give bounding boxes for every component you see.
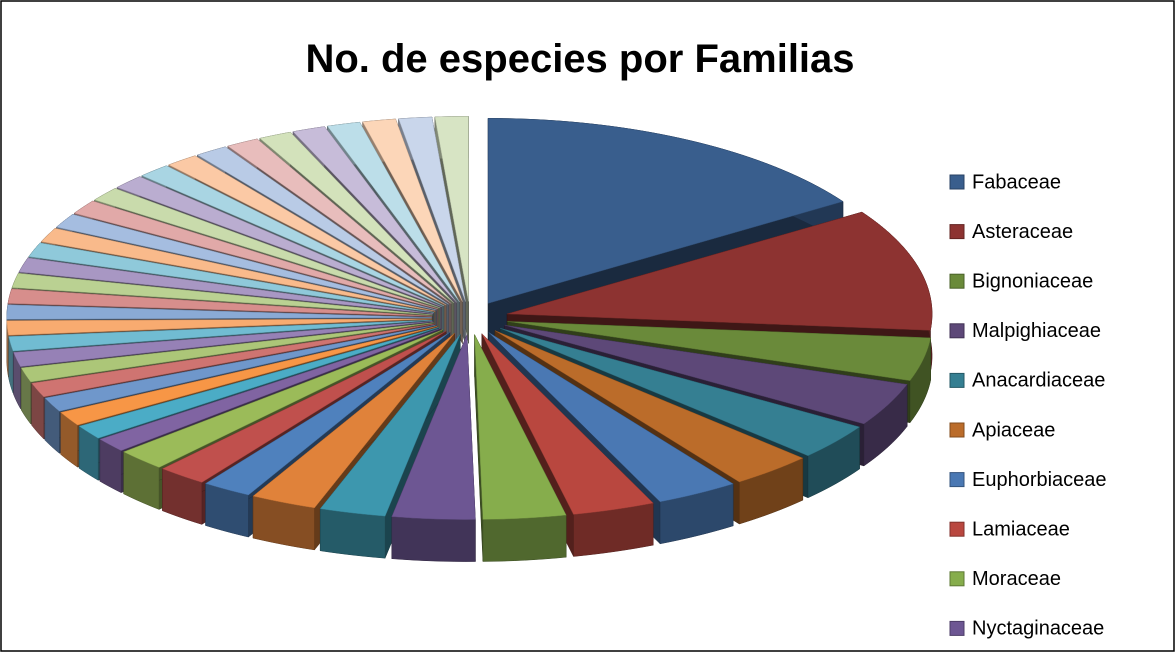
legend-swatch: [949, 472, 965, 488]
slice: [500, 327, 861, 457]
slice: [161, 330, 447, 483]
legend-label: Fabaceae: [972, 171, 1061, 193]
slice: [44, 324, 436, 412]
slice: [474, 334, 567, 520]
slice: [259, 131, 455, 304]
legend-swatch: [949, 422, 965, 438]
slice: [481, 333, 654, 515]
slice: [507, 321, 932, 381]
slice-wall: [391, 516, 476, 562]
legend-swatch: [949, 224, 965, 240]
legend-label: Moraceae: [972, 568, 1061, 590]
slice: [99, 328, 441, 451]
slice: [141, 165, 445, 307]
legend-label: Euphorbiaceae: [972, 469, 1107, 491]
legend: Fabaceae Asteraceae Bignoniaceae Malpighiac…: [949, 171, 1107, 640]
slice: [11, 272, 433, 316]
slice: [168, 155, 447, 306]
slice: [18, 257, 434, 314]
chart-title: No. de especies por Familias: [305, 37, 854, 81]
slice: [6, 318, 432, 336]
slice: [40, 228, 436, 312]
legend-swatch: [949, 571, 965, 587]
slice: [487, 118, 844, 304]
pie: [6, 116, 933, 562]
slice: [20, 322, 434, 383]
legend-swatch: [949, 521, 965, 537]
slice: [28, 242, 435, 313]
slice: [391, 334, 476, 520]
slice: [73, 200, 439, 310]
slice: [78, 327, 439, 439]
slice: [319, 333, 461, 517]
legend-swatch: [949, 372, 965, 388]
legend-label: Bignoniaceae: [972, 270, 1093, 292]
slice: [116, 176, 442, 307]
legend-label: Lamiaceae: [972, 518, 1070, 540]
slice: [227, 138, 452, 304]
slice: [55, 214, 437, 311]
slice: [6, 304, 432, 320]
legend-swatch: [949, 273, 965, 289]
slice: [488, 332, 734, 503]
slice: [123, 329, 443, 468]
slice: [60, 326, 437, 426]
legend-swatch: [949, 323, 965, 339]
slice: [362, 118, 463, 302]
slice: [93, 188, 440, 309]
slice: [434, 116, 469, 302]
slice: [504, 324, 908, 425]
slice: [507, 211, 933, 331]
legend-label: Anacardiaceae: [972, 370, 1105, 392]
legend-swatch: [949, 620, 965, 636]
slice-wall: [482, 514, 567, 562]
slice: [494, 330, 804, 483]
slice: [252, 333, 455, 509]
slice: [204, 331, 451, 496]
legend-label: Apiaceae: [972, 419, 1055, 441]
legend-label: Asteraceae: [972, 221, 1073, 243]
slice: [7, 288, 432, 317]
slice-wall: [319, 508, 386, 559]
slice: [13, 321, 433, 367]
slice: [326, 121, 460, 303]
slice: [398, 116, 466, 302]
legend-swatch: [949, 174, 965, 190]
slice: [31, 323, 435, 398]
legend-label: Nyctaginaceae: [972, 618, 1104, 640]
slice: [196, 146, 449, 305]
slice: [8, 319, 433, 352]
legend-label: Malpighiaceae: [972, 320, 1101, 342]
slice: [292, 126, 457, 303]
